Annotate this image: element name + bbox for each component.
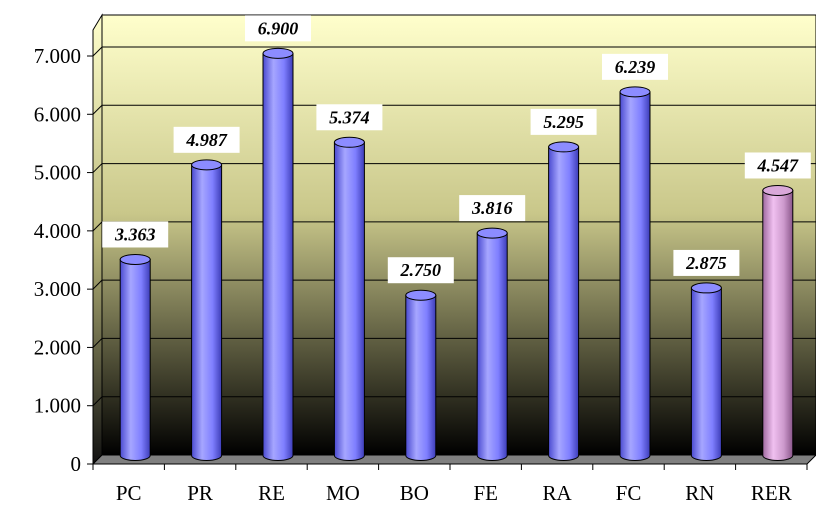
data-label: 6.239 (615, 57, 656, 77)
data-label: 6.900 (258, 18, 299, 38)
bar-top (548, 141, 580, 153)
data-label: 3.816 (471, 198, 513, 218)
y-tick-label: 1.000 (34, 394, 81, 418)
data-label-box (173, 126, 240, 153)
data-label-box (744, 152, 811, 179)
y-tick-label: 0 (71, 452, 82, 476)
y-tick-label: 5.000 (34, 161, 81, 185)
bar-fc: 6.239 (602, 53, 668, 461)
bar-pr: 4.987 (173, 126, 240, 461)
gridline-side (92, 104, 103, 115)
bar-body (191, 164, 223, 461)
data-label-box (530, 108, 597, 135)
gridline-side (92, 338, 103, 348)
bar-rn: 2.875 (673, 249, 740, 461)
bar-top (262, 47, 294, 59)
bar-mo: 5.374 (316, 104, 383, 461)
bar-fe: 3.816 (459, 195, 526, 461)
bar-rer: 4.547 (744, 152, 811, 461)
y-tick-label: 3.000 (34, 277, 81, 301)
data-label-box (602, 53, 668, 80)
side-wall (92, 13, 103, 466)
bar-top (191, 159, 223, 171)
bar-ra: 5.295 (530, 108, 597, 461)
bar-body (619, 91, 651, 461)
y-tick-label: 4.000 (34, 219, 81, 243)
data-label: 5.374 (329, 107, 370, 127)
bar-body (405, 294, 437, 461)
bar-top (762, 184, 794, 196)
bar-top (119, 253, 151, 265)
bar-pc: 3.363 (102, 221, 169, 461)
x-tick-label: RE (258, 481, 285, 505)
gridline-side (92, 46, 103, 57)
x-tick-label: RA (543, 481, 573, 505)
x-tick-label: FC (616, 481, 642, 505)
bar-body (548, 146, 580, 461)
data-label-box (387, 257, 454, 284)
category-labels: PC PR RE MO BO FE RA FC RN RER (116, 481, 792, 505)
gridline-side (92, 163, 103, 173)
bar-re: 6.900 (245, 15, 311, 461)
x-tick-label: FE (473, 481, 498, 505)
bar-body (262, 52, 294, 461)
bar-top (405, 289, 437, 301)
data-label: 2.875 (685, 253, 727, 273)
data-label-box (673, 249, 740, 276)
bar-body (690, 287, 722, 461)
x-tick-label: RER (751, 481, 792, 505)
x-tick-label: MO (326, 481, 360, 505)
bar-body (119, 258, 151, 461)
data-label-box (459, 195, 526, 222)
x-tick-label: RN (685, 481, 714, 505)
bar-body (762, 189, 794, 461)
bar-bo: 2.750 (387, 257, 454, 461)
data-label: 2.750 (400, 260, 442, 280)
data-label: 4.987 (185, 130, 228, 150)
data-label: 3.363 (114, 224, 156, 244)
bar-top (690, 282, 722, 294)
x-tick-label: PR (187, 481, 213, 505)
bar-body (333, 141, 365, 461)
bar-body (476, 232, 508, 461)
y-tick-label: 6.000 (34, 102, 81, 126)
data-label-box (245, 15, 311, 42)
data-label-box (316, 104, 383, 131)
y-axis: 0 1.000 2.000 3.000 4.000 5.000 6.000 7.000 (34, 44, 808, 476)
y-tick-label: 2.000 (34, 335, 81, 359)
gridline-side (92, 221, 103, 232)
gridline-side (92, 396, 103, 407)
bars: 3.363 4.987 6.900 5.374 2.750 3.816 5.295 6.239… (102, 15, 811, 461)
data-label: 4.547 (757, 155, 800, 175)
x-tick-label: BO (400, 481, 429, 505)
data-label-box (102, 221, 169, 248)
data-label: 5.295 (543, 112, 584, 132)
gridline-side (92, 279, 103, 290)
bar-top (333, 136, 365, 148)
x-tick-label: PC (116, 481, 142, 505)
y-tick-label: 7.000 (34, 44, 81, 68)
bar-top (619, 86, 651, 98)
bar-top (476, 227, 508, 239)
